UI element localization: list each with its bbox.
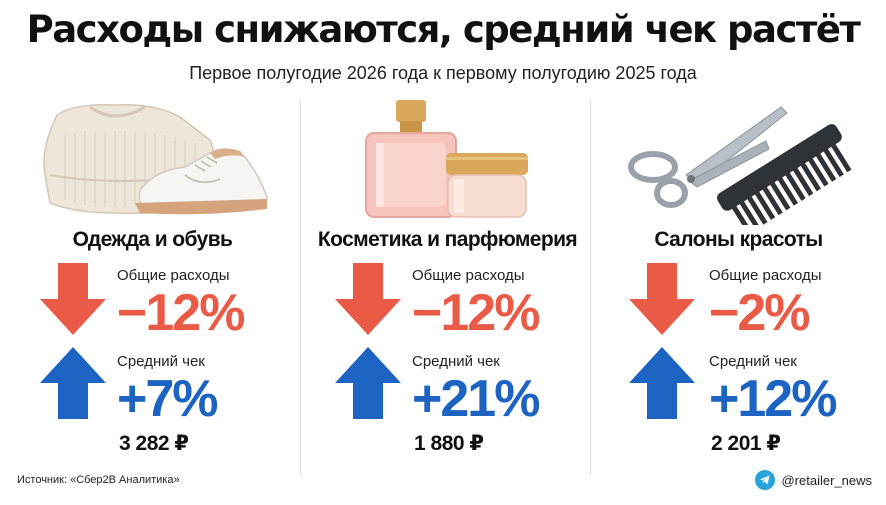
sweater-and-sneaker-icon (43, 103, 268, 215)
down-arrow-icon (335, 263, 401, 335)
category-title: Косметика и парфюмерия (317, 228, 578, 251)
scissors-and-comb-icon (628, 106, 852, 225)
category-clothing: Одежда и обувь Общие расходы −12% Средни… (5, 95, 300, 470)
category-title: Одежда и обувь (72, 228, 233, 251)
telegram-icon (755, 470, 776, 490)
average-check-value: 1 880 ₽ (414, 432, 484, 455)
social-handle-text: @retailer_news (781, 472, 872, 488)
perfume-and-cream-jar-icon (365, 100, 528, 218)
up-arrow-icon (629, 347, 695, 419)
source-note: Источник: «Сбер2В Аналитика» (17, 474, 180, 486)
average-check-label: Средний чек (709, 353, 797, 370)
category-beauty-salons: Салоны красоты Общие расходы −2% Средний… (591, 95, 886, 470)
social-handle[interactable]: @retailer_news (755, 470, 872, 490)
average-check-change: +21% (412, 370, 540, 428)
down-arrow-icon (40, 263, 106, 335)
column-divider (300, 100, 301, 475)
column-divider (590, 100, 591, 475)
page-subtitle: Первое полугодие 2026 года к первому пол… (189, 63, 697, 83)
category-cosmetics: Косметика и парфюмерия Общие расходы −12… (300, 95, 595, 470)
down-arrow-icon (629, 263, 695, 335)
page-title: Расходы снижаются, средний чек растёт (26, 8, 861, 51)
average-check-value: 3 282 ₽ (119, 432, 189, 455)
total-spending-label: Общие расходы (117, 267, 230, 284)
total-spending-change: −2% (709, 284, 811, 342)
average-check-change: +7% (117, 370, 219, 428)
total-spending-label: Общие расходы (412, 267, 525, 284)
total-spending-label: Общие расходы (709, 267, 822, 284)
total-spending-change: −12% (117, 284, 245, 342)
average-check-label: Средний чек (117, 353, 205, 370)
up-arrow-icon (40, 347, 106, 419)
total-spending-change: −12% (412, 284, 540, 342)
up-arrow-icon (335, 347, 401, 419)
average-check-label: Средний чек (412, 353, 500, 370)
average-check-value: 2 201 ₽ (711, 432, 781, 455)
category-title: Салоны красоты (654, 228, 823, 251)
average-check-change: +12% (709, 370, 837, 428)
